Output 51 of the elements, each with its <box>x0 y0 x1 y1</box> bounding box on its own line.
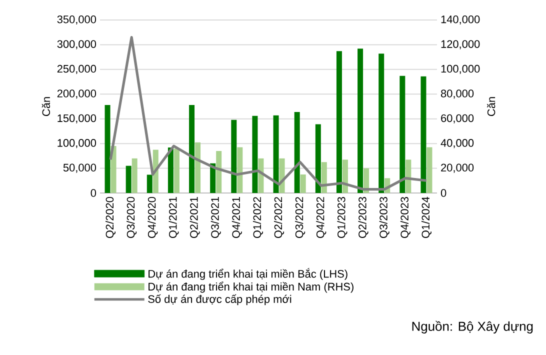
y2-axis-title: Căn <box>486 97 496 116</box>
x-tick-label: Q3/2021 <box>210 197 221 238</box>
y-tick-label: 100,000 <box>58 139 96 148</box>
y-tick-label: 300,000 <box>57 40 96 50</box>
x-tick-label: Q2/2023 <box>358 197 368 238</box>
x-tick-label: Q3/2020 <box>126 196 137 238</box>
bar <box>358 48 364 193</box>
x-tick-label: Q1/2022 <box>252 197 263 238</box>
bar <box>420 76 426 193</box>
x-tick-label: Q4/2022 <box>316 197 326 238</box>
y2-tick-label: 60,000 <box>441 114 474 124</box>
legend-label: Dự án đang triển khai tại miền Nam (RHS) <box>148 282 354 293</box>
bar <box>378 54 384 193</box>
y-axis-title: Căn <box>42 97 50 116</box>
y-tick-label: 0 <box>90 189 96 197</box>
y2-tick-label: 20,000 <box>441 164 474 173</box>
bar <box>336 51 342 193</box>
y2-tick-label: 40,000 <box>440 139 474 148</box>
bar <box>315 124 321 193</box>
x-tick-label: Q1/2024 <box>421 196 432 238</box>
bar <box>406 160 412 193</box>
bar <box>273 115 279 193</box>
x-tick-label: Q2/2021 <box>190 197 200 238</box>
legend-label: Dự án đang triển khai tại miền Bắc (LHS) <box>148 268 348 280</box>
x-tick-label: Q3/2023 <box>379 197 390 238</box>
y2-tick-label: 120,000 <box>441 40 480 50</box>
bar <box>400 76 406 193</box>
y2-tick-label: 0 <box>440 189 446 197</box>
y2-tick-label: 80,000 <box>440 90 474 99</box>
y-tick-label: 150,000 <box>58 114 96 124</box>
y2-tick-label: 140,000 <box>441 15 480 25</box>
bar <box>252 116 258 193</box>
y-tick-label: 350,000 <box>57 15 96 25</box>
x-tick-label: Q1/2023 <box>337 197 348 238</box>
text: Nguồn: Bộ Xây dựng <box>412 320 533 334</box>
y-tick-label: 250,000 <box>57 64 96 74</box>
bar <box>342 160 348 193</box>
legend-label: Số dự án được cấp phép mới <box>148 294 292 306</box>
x-tick-label: Q2/2022 <box>274 197 284 238</box>
y-tick-label: 200,000 <box>57 90 96 99</box>
x-tick-label: Q1/2021 <box>168 197 179 238</box>
x-tick-label: Q4/2020 <box>148 196 158 238</box>
bar <box>300 174 306 193</box>
x-tick-label: Q3/2022 <box>295 197 306 238</box>
x-tick-label: Q2/2020 <box>106 196 116 238</box>
y-tick-label: 50,000 <box>63 164 96 173</box>
x-tick-label: Q4/2021 <box>232 197 242 238</box>
line-series <box>109 36 428 191</box>
bar <box>294 112 300 193</box>
y2-tick-label: 100,000 <box>441 64 480 74</box>
x-tick-label: Q4/2023 <box>400 197 410 238</box>
